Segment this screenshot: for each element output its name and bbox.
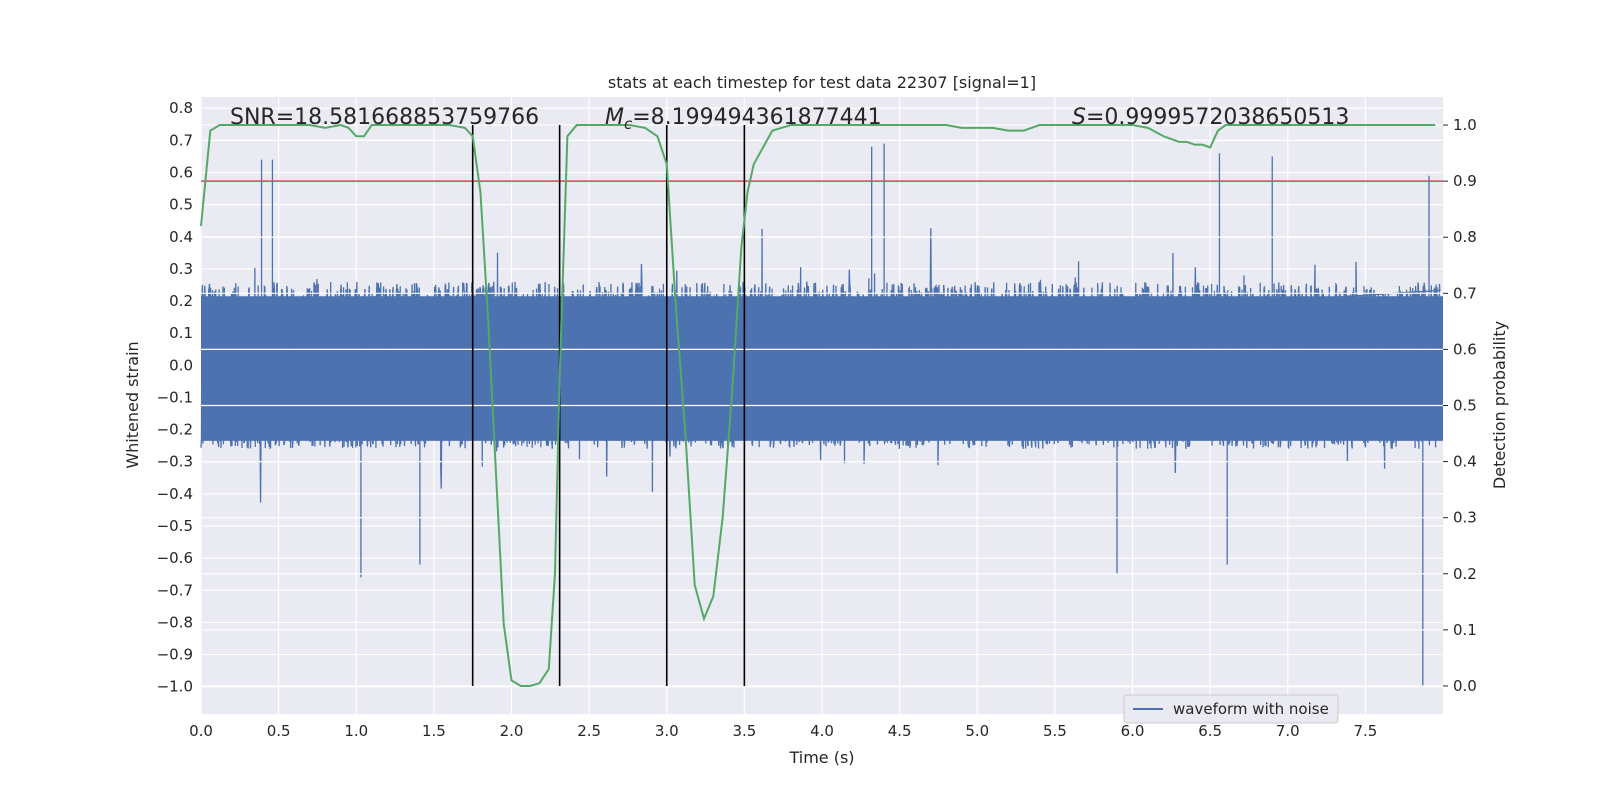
chart-title: stats at each timestep for test data 223… xyxy=(608,73,1036,92)
chirp-mass-symbol: M xyxy=(605,105,624,130)
y-left-tick-label: 0.3 xyxy=(169,260,193,278)
y-left-tick-label: 0.0 xyxy=(169,356,193,374)
y-left-tick-label: −0.8 xyxy=(157,613,193,631)
probability-series xyxy=(200,124,1436,687)
y-left-tick-label: −0.4 xyxy=(157,485,193,503)
snr-value: 18.581668853759766 xyxy=(294,105,539,130)
significance-stat: S=0.9999572038650513 xyxy=(1072,105,1349,130)
y-left-tick-label: 0.4 xyxy=(169,228,193,246)
y-left-tick-label: 0.7 xyxy=(169,131,193,149)
y-right-tick-label: 0.0 xyxy=(1453,677,1477,695)
y-left-tick-label: −0.7 xyxy=(157,581,193,599)
waveform-series xyxy=(200,143,1443,687)
y-axis-label-left: Whitened strain xyxy=(123,341,142,468)
chirp-mass-value: =8.199494361877441 xyxy=(632,105,881,130)
x-tick-label: 0.0 xyxy=(189,722,213,740)
significance-symbol: S xyxy=(1072,105,1086,130)
chirp-mass-stat: Mc=8.199494361877441 xyxy=(605,105,882,133)
y-left-tick-label: 0.2 xyxy=(169,292,193,310)
y-right-tick-label: 0.5 xyxy=(1453,397,1477,415)
x-tick-label: 6.0 xyxy=(1121,722,1145,740)
x-tick-label: 3.5 xyxy=(732,722,756,740)
y-right-tick-label: 1.0 xyxy=(1453,116,1477,134)
y-right-tick-label: 0.7 xyxy=(1453,284,1477,302)
y-left-tick-label: −0.5 xyxy=(157,517,193,535)
x-tick-label: 4.5 xyxy=(888,722,912,740)
x-tick-label: 4.0 xyxy=(810,722,834,740)
y-left-tick-label: 0.5 xyxy=(169,196,193,214)
chirp-mass-subscript: c xyxy=(624,115,633,133)
x-tick-label: 3.0 xyxy=(655,722,679,740)
y-left-tick-label: 0.6 xyxy=(169,164,193,182)
x-tick-label: 2.5 xyxy=(577,722,601,740)
y-right-axis-ticks: 1.0 0.9 0.8 0.7 0.6 0.5 0.4 0.3 0.2 0.1 0.0 xyxy=(1443,116,1477,695)
y-left-tick-label: −0.9 xyxy=(157,646,193,664)
x-tick-label: 7.0 xyxy=(1276,722,1300,740)
y-right-tick-label: 0.4 xyxy=(1453,453,1477,471)
x-tick-label: 7.5 xyxy=(1353,722,1377,740)
significance-value: =0.9999572038650513 xyxy=(1086,105,1349,130)
y-axis-label-right: Detection probability xyxy=(1490,321,1509,489)
legend: waveform with noise xyxy=(1123,694,1339,724)
y-right-tick-label: 0.3 xyxy=(1453,509,1477,527)
waveform-line xyxy=(200,143,1441,687)
y-left-axis-ticks: 0.8 0.7 0.6 0.5 0.4 0.3 0.2 0.1 0.0 −0.1 −0.2 −0.3 −… xyxy=(157,99,193,695)
x-axis-label: Time (s) xyxy=(788,748,854,767)
y-left-tick-label: 0.1 xyxy=(169,324,193,342)
x-tick-label: 6.5 xyxy=(1198,722,1222,740)
y-right-tick-label: 0.2 xyxy=(1453,565,1477,583)
grid-right xyxy=(201,124,1443,687)
x-axis-ticks: 0.0 0.5 1.0 1.5 2.0 2.5 3.0 3.5 4.0 4.5 5.0 5.5 6.0 6… xyxy=(189,722,1377,740)
x-tick-label: 2.0 xyxy=(500,722,524,740)
x-tick-label: 1.0 xyxy=(344,722,368,740)
y-right-tick-label: 0.8 xyxy=(1453,228,1477,246)
x-tick-label: 5.0 xyxy=(965,722,989,740)
y-right-tick-label: 0.6 xyxy=(1453,340,1477,358)
detection-probability-line xyxy=(200,124,1436,687)
snr-stat: SNR=18.581668853759766 xyxy=(230,105,539,130)
x-tick-label: 5.5 xyxy=(1043,722,1067,740)
y-left-tick-label: −0.2 xyxy=(157,421,193,439)
y-left-tick-label: −0.6 xyxy=(157,549,193,567)
legend-label-waveform: waveform with noise xyxy=(1173,700,1329,718)
x-tick-label: 0.5 xyxy=(267,722,291,740)
y-right-tick-label: 0.1 xyxy=(1453,621,1477,639)
y-left-tick-label: −1.0 xyxy=(157,678,193,696)
snr-label: SNR= xyxy=(230,105,294,130)
legend-box xyxy=(1123,694,1339,724)
x-tick-label: 1.5 xyxy=(422,722,446,740)
y-right-tick-label: 0.9 xyxy=(1453,172,1477,190)
y-left-tick-label: −0.1 xyxy=(157,388,193,406)
y-left-tick-label: −0.3 xyxy=(157,453,193,471)
y-left-tick-label: 0.8 xyxy=(169,99,193,117)
